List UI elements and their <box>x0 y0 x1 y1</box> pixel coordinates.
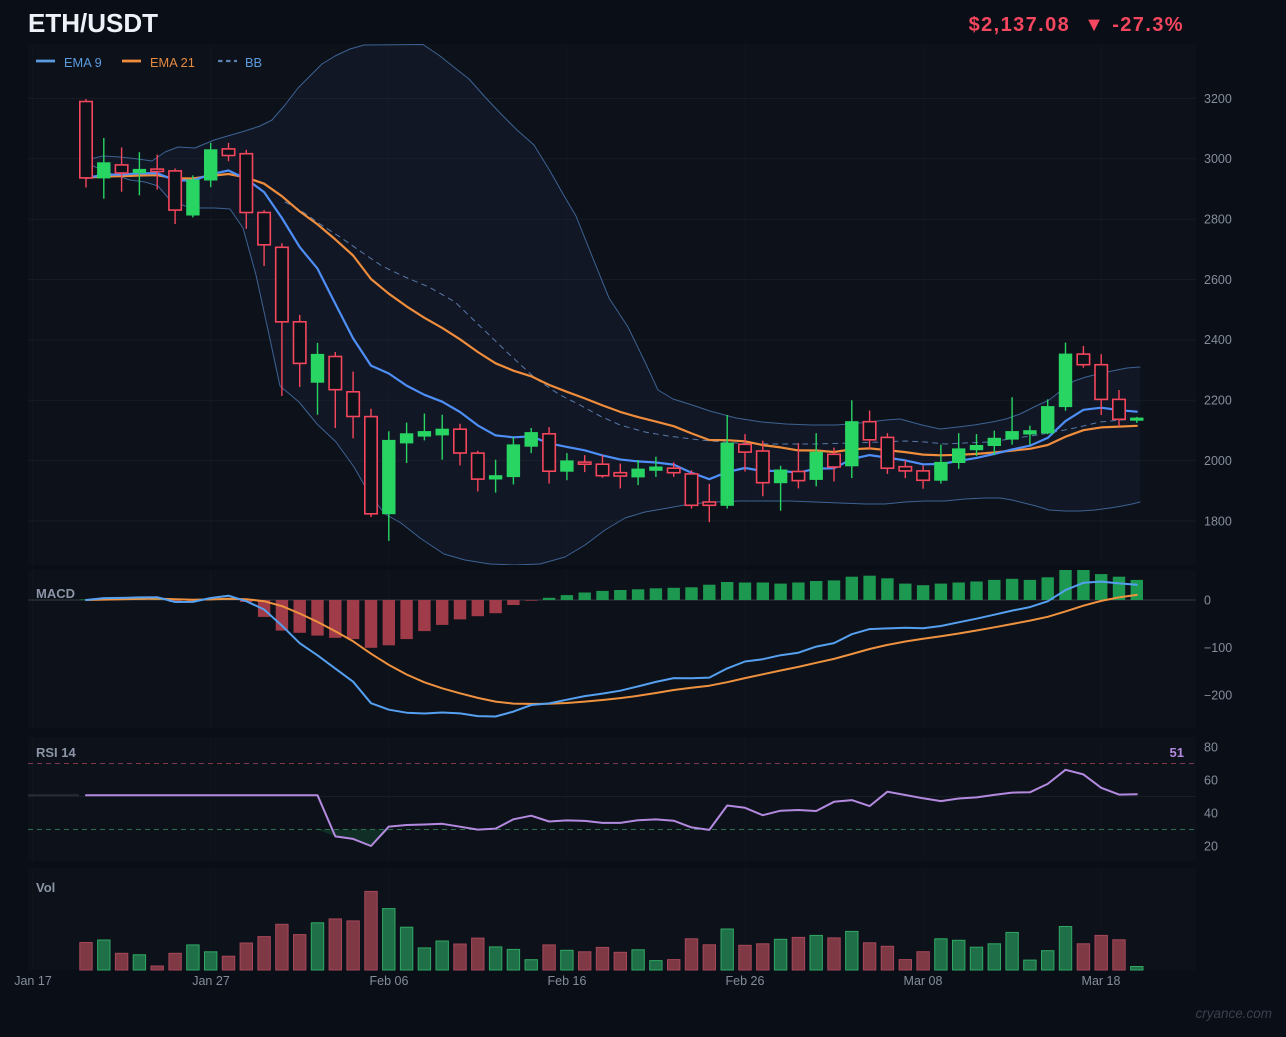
svg-text:RSI 14: RSI 14 <box>36 745 77 760</box>
svg-text:BB: BB <box>245 55 262 70</box>
svg-text:20: 20 <box>1204 839 1218 853</box>
svg-text:2400: 2400 <box>1204 333 1232 347</box>
svg-text:EMA 21: EMA 21 <box>150 55 195 70</box>
svg-text:2800: 2800 <box>1204 213 1232 227</box>
svg-text:Mar 18: Mar 18 <box>1082 974 1121 988</box>
svg-text:Jan 27: Jan 27 <box>192 974 230 988</box>
svg-text:2200: 2200 <box>1204 394 1232 408</box>
svg-text:0: 0 <box>1204 593 1211 607</box>
svg-text:1800: 1800 <box>1204 514 1232 528</box>
svg-text:$2,137.08 ▼ -27.3%: $2,137.08 ▼ -27.3% <box>969 14 1184 36</box>
svg-text:−200: −200 <box>1204 689 1232 703</box>
svg-text:Jan 17: Jan 17 <box>14 974 52 988</box>
svg-text:Vol: Vol <box>36 880 55 895</box>
svg-text:−100: −100 <box>1204 641 1232 655</box>
svg-text:Feb 06: Feb 06 <box>370 974 409 988</box>
svg-text:ETH/USDT: ETH/USDT <box>28 8 158 38</box>
svg-text:60: 60 <box>1204 773 1218 787</box>
svg-text:2600: 2600 <box>1204 273 1232 287</box>
svg-text:51: 51 <box>1170 745 1184 760</box>
svg-text:2000: 2000 <box>1204 454 1232 468</box>
svg-text:Mar 08: Mar 08 <box>904 974 943 988</box>
svg-text:EMA 9: EMA 9 <box>64 55 102 70</box>
svg-text:cryance.com: cryance.com <box>1195 1006 1272 1021</box>
svg-text:3200: 3200 <box>1204 92 1232 106</box>
svg-text:Feb 16: Feb 16 <box>548 974 587 988</box>
svg-text:3000: 3000 <box>1204 152 1232 166</box>
svg-text:Feb 26: Feb 26 <box>726 974 765 988</box>
svg-text:40: 40 <box>1204 806 1218 820</box>
svg-text:MACD: MACD <box>36 586 75 601</box>
svg-text:80: 80 <box>1204 740 1218 754</box>
